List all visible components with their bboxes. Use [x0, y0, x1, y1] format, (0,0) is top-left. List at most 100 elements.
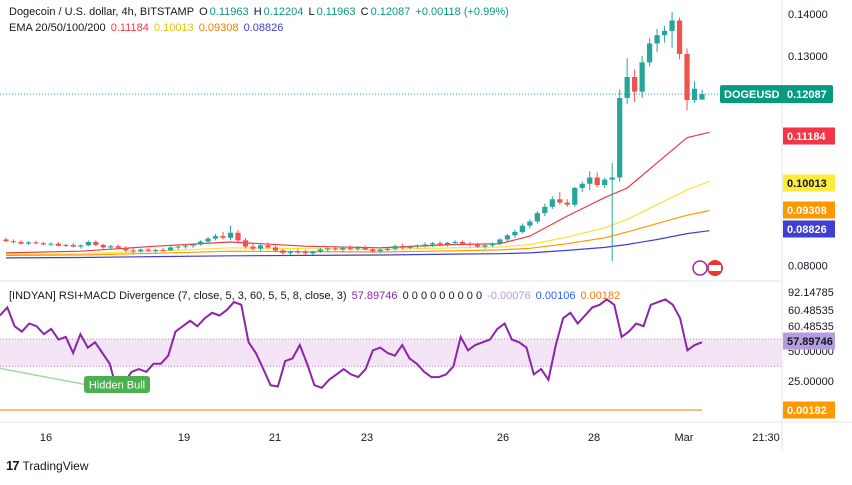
- candle-body: [422, 244, 428, 246]
- rsi-zone: [0, 338, 782, 367]
- candle-body: [579, 183, 585, 188]
- candle-body: [519, 225, 526, 232]
- ema-line-4: [5, 230, 710, 259]
- ema-line-1: [5, 131, 710, 254]
- candle-body: [504, 235, 511, 240]
- candle-body: [437, 243, 443, 245]
- candle-body: [302, 252, 308, 254]
- candle-body: [669, 20, 675, 31]
- ema50-value: 0.10013: [153, 22, 194, 34]
- candle-body: [33, 242, 39, 244]
- hidden-bull-label: Hidden Bull: [89, 380, 145, 392]
- candle-body: [265, 245, 271, 248]
- indicator-legend: [INDYAN] RSI+MACD Divergence (7, close, …: [9, 290, 622, 302]
- tradingview-brand[interactable]: 17 TradingView: [6, 458, 89, 473]
- candle-body: [347, 247, 353, 249]
- candle-body: [377, 249, 383, 252]
- indicator-tick-label: 60.48535: [788, 305, 834, 317]
- candle-body: [317, 249, 323, 252]
- candle-body: [175, 246, 181, 248]
- high-label: H: [253, 6, 262, 18]
- price-badge-value: 0.12087: [787, 89, 827, 101]
- event-icon: [692, 260, 708, 276]
- candle-body: [699, 94, 705, 100]
- ema-badge-3-bg: [783, 201, 835, 219]
- time-tick-label: 23: [361, 432, 373, 444]
- candle-body: [48, 243, 54, 245]
- ema-badge-4-bg: [783, 220, 835, 238]
- candle-body: [242, 240, 249, 247]
- candle-body: [624, 77, 630, 98]
- candle-body: [108, 246, 114, 248]
- price-badge-name: DOGEUSD: [724, 89, 780, 101]
- rsi-legend-value: 57.89746: [351, 290, 398, 302]
- candle-body: [564, 202, 570, 205]
- ema200-value: 0.08826: [243, 22, 284, 34]
- candle-body: [182, 245, 189, 247]
- high-value: 0.12204: [263, 6, 304, 18]
- candle-body: [70, 244, 76, 247]
- candle-body: [93, 241, 99, 245]
- candle-body: [661, 30, 668, 36]
- candle-body: [392, 246, 398, 249]
- ema100-value: 0.09308: [198, 22, 239, 34]
- candle-body: [197, 241, 204, 245]
- candle-body: [212, 236, 219, 239]
- ema-line-2: [5, 180, 710, 256]
- candle-body: [654, 35, 660, 44]
- low-value: 0.11963: [316, 6, 356, 18]
- candle-body: [497, 239, 503, 244]
- candle-body: [287, 251, 294, 253]
- close-label: C: [360, 6, 369, 18]
- candle-body: [482, 245, 488, 247]
- candle-body: [429, 243, 436, 245]
- price-badge-bg: [720, 85, 833, 104]
- flag-icon-stripe: [709, 265, 721, 271]
- candle-body: [527, 221, 533, 226]
- candle-body: [168, 247, 174, 251]
- candle-body: [55, 243, 62, 246]
- candle-body: [542, 206, 548, 214]
- candle-body: [617, 97, 623, 178]
- candle-body: [684, 53, 690, 101]
- candle-body: [78, 245, 84, 247]
- candle-body: [257, 245, 264, 249]
- candle-body: [40, 243, 47, 245]
- ema-badge-2: 0.10013: [787, 178, 827, 190]
- candle-body: [639, 62, 645, 92]
- candle-body: [235, 232, 241, 241]
- candle-body: [407, 246, 413, 248]
- candle-body: [362, 247, 368, 250]
- low-label: L: [308, 6, 315, 18]
- candle-body: [332, 248, 338, 250]
- macd-badge-bg: [783, 401, 835, 419]
- candle-body: [18, 241, 24, 244]
- candle-body: [25, 242, 32, 244]
- time-tick-label: 21:30: [752, 432, 780, 444]
- candle-body: [557, 199, 563, 203]
- candle-body: [115, 246, 121, 248]
- zero-values: 0 0 0 0 0 0 0 0 0: [402, 290, 483, 302]
- rsi-badge-bg: [783, 332, 835, 350]
- ema-badge-1: 0.11184: [787, 131, 826, 143]
- candle-body: [227, 232, 234, 238]
- candle-body: [632, 77, 638, 92]
- candle-body: [676, 20, 683, 54]
- candle-body: [100, 244, 106, 248]
- ema-line-3: [5, 210, 710, 256]
- indicator-title: [INDYAN] RSI+MACD Divergence (7, close, …: [9, 290, 347, 302]
- ema-badge-1-bg: [783, 127, 835, 145]
- candle-body: [250, 246, 256, 249]
- candle-body: [385, 248, 391, 250]
- candle-body: [340, 247, 346, 250]
- candle-body: [295, 251, 301, 253]
- symbol-title: Dogecoin / U.S. dollar, 4h, BITSTAMP: [9, 6, 195, 18]
- candle-body: [123, 247, 129, 251]
- candle-body: [220, 236, 226, 238]
- candle-body: [370, 249, 376, 252]
- tradingview-logo-icon: 17: [6, 458, 20, 473]
- ema-badge-2-bg: [783, 174, 835, 192]
- price-tick-label: 0.08000: [788, 260, 828, 272]
- price-tick-label: 0.13000: [788, 51, 828, 63]
